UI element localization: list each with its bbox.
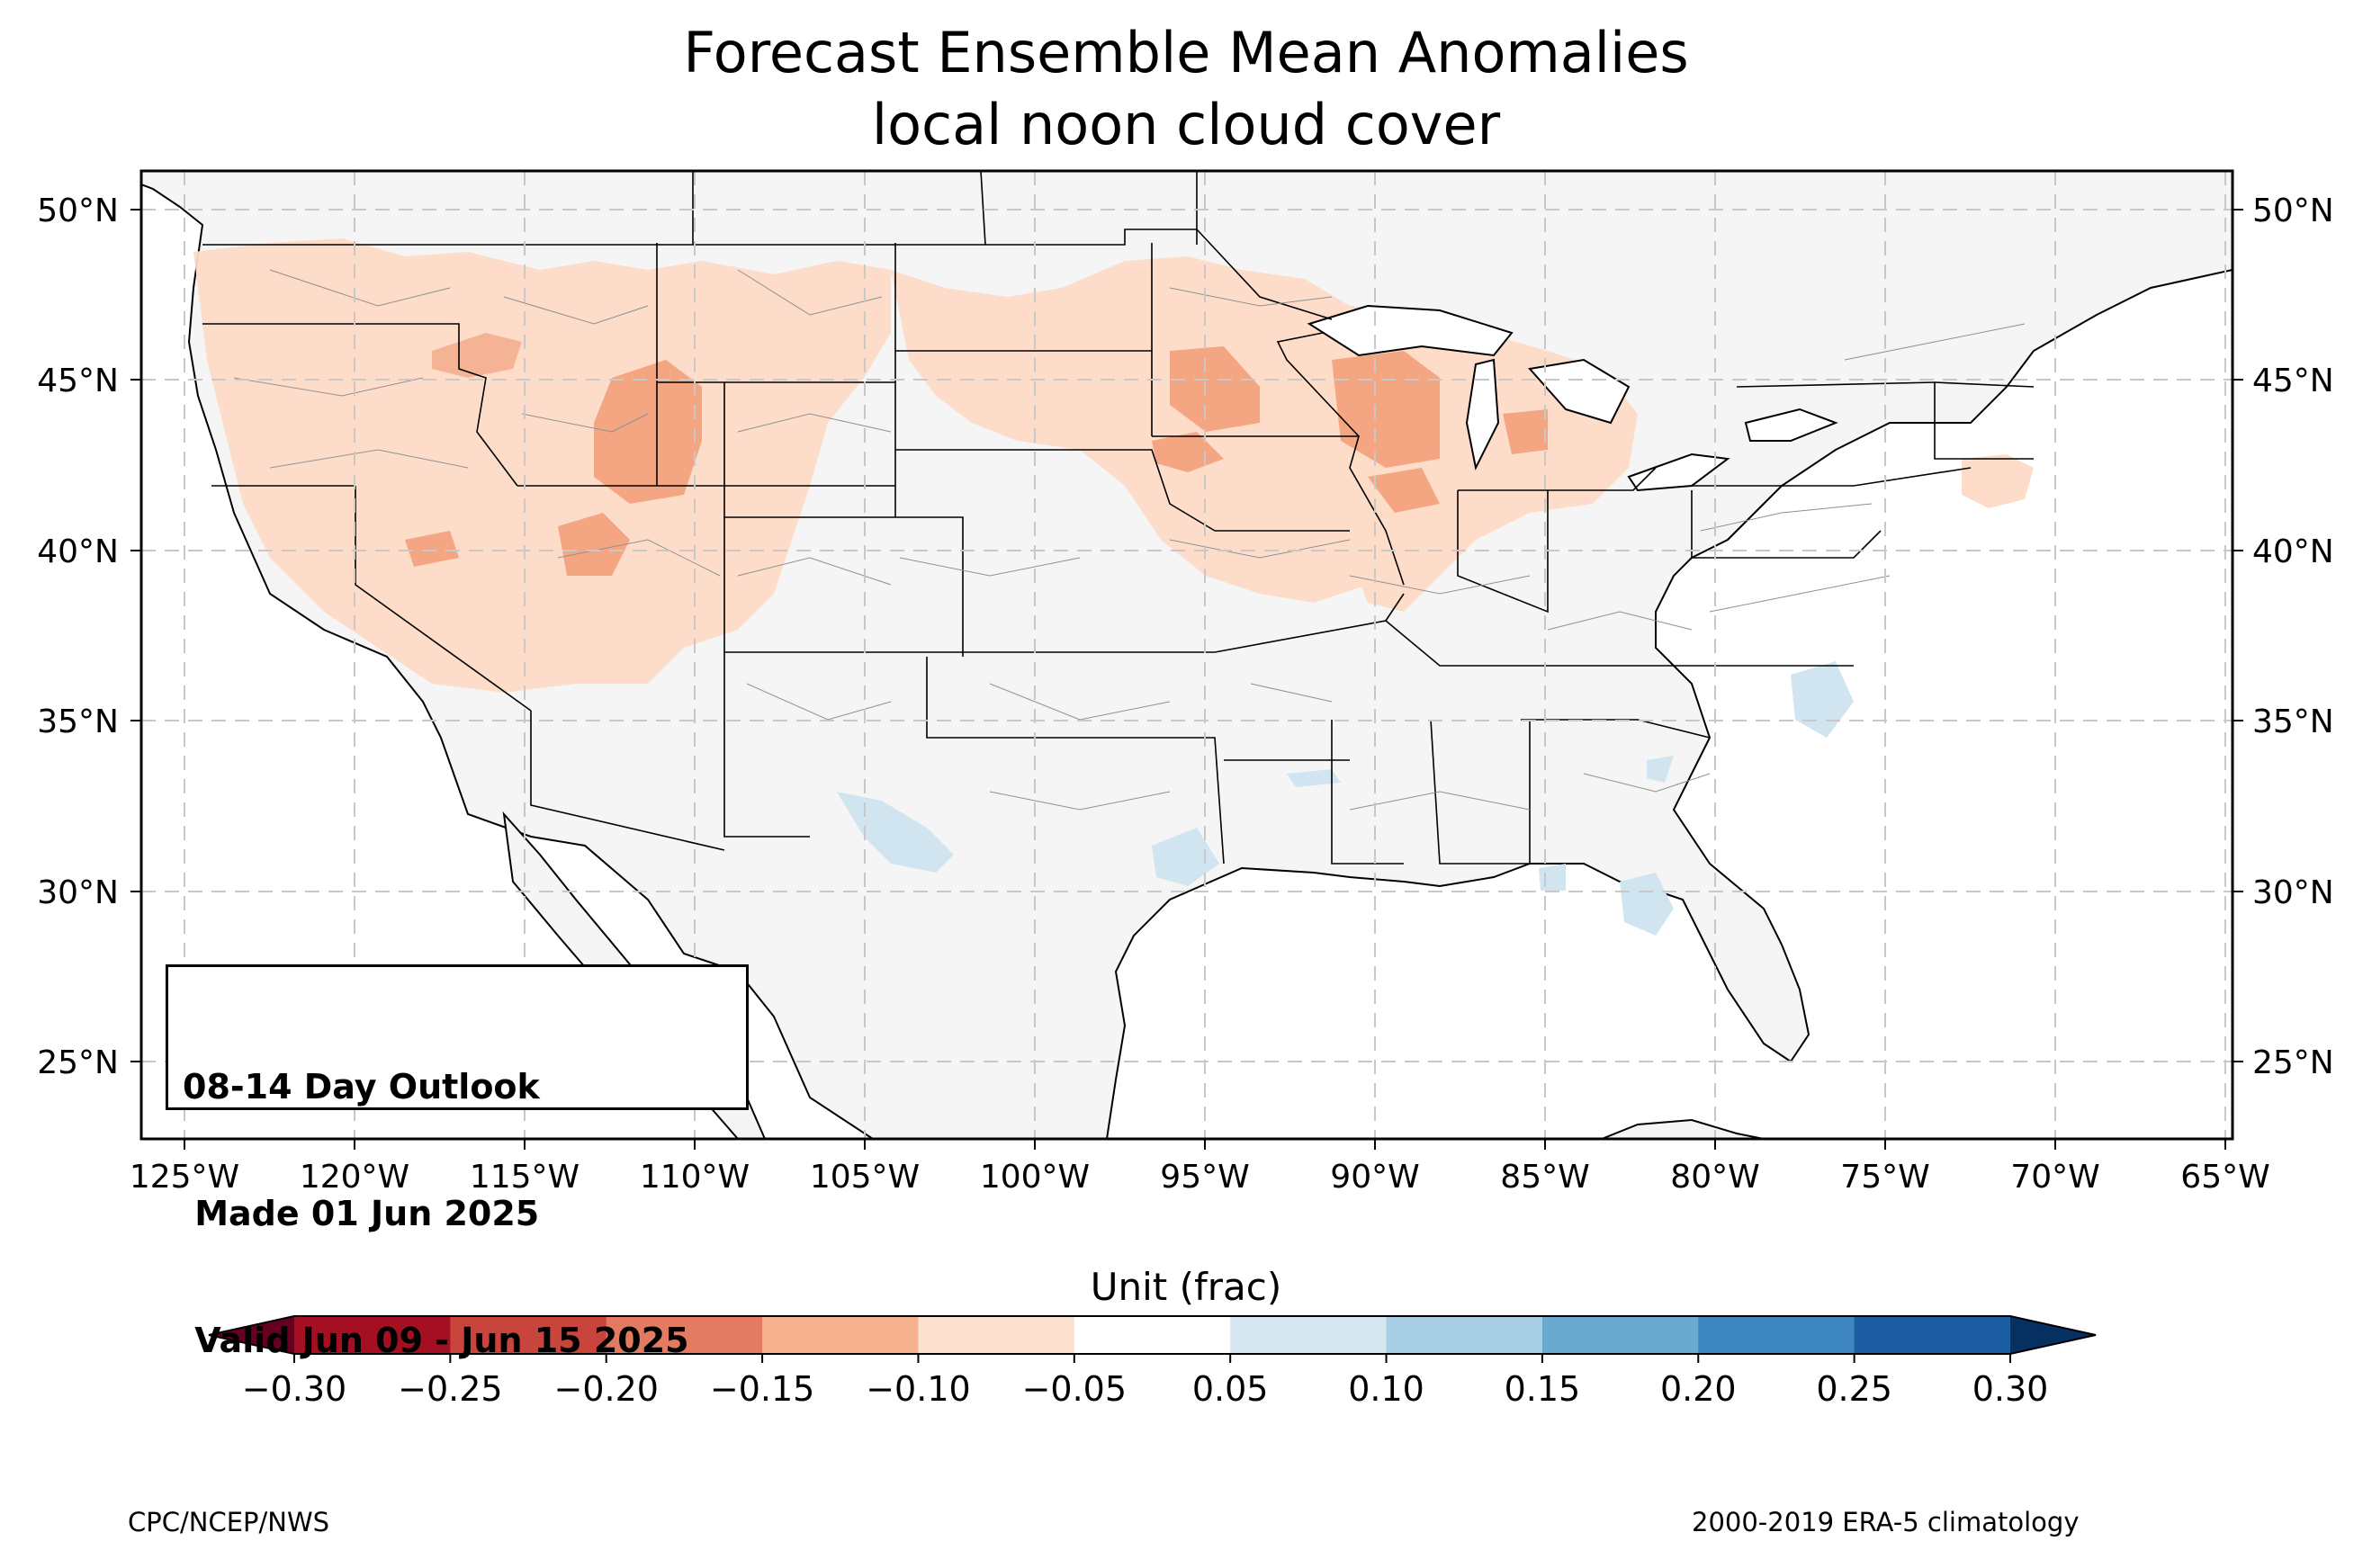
outlook-period: 08-14 Day Outlook (183, 1067, 540, 1107)
anomaly-illinois-dark (1368, 468, 1440, 513)
colorbar-swatch (762, 1316, 919, 1354)
colorbar-swatch (1386, 1316, 1543, 1354)
colorbar-tick-label: 0.05 (1192, 1369, 1269, 1409)
colorbar-swatch (1230, 1316, 1388, 1354)
lat-label: 30°N (2252, 874, 2334, 911)
anomaly-louisiana-blue (1287, 769, 1341, 787)
colorbar-tick-label: 0.10 (1348, 1369, 1424, 1409)
colorbar: −0.30 −0.25 −0.20 −0.15 −0.10 −0.05 0.05 0.10 0.… (208, 1315, 2097, 1409)
anomaly-newengland-light (1962, 454, 2034, 508)
footer-credit: CPC/NCEP/NWS (128, 1507, 330, 1537)
anomaly-idaho-dark (432, 333, 522, 378)
colorbar-tick-label: −0.10 (866, 1369, 970, 1409)
anomaly-wyoming-dark (594, 360, 702, 504)
colorbar-swatch (606, 1316, 763, 1354)
anomaly-nevada-dark (405, 531, 459, 567)
chart-subtitle: local noon cloud cover (871, 92, 1501, 157)
lon-label: 115°W (470, 1159, 580, 1196)
lon-label: 120°W (300, 1159, 409, 1196)
colorbar-tick-label: −0.30 (242, 1369, 346, 1409)
lat-label: 45°N (37, 363, 119, 399)
lat-label: 35°N (37, 703, 119, 740)
lat-labels-left: 50°N 45°N 40°N 35°N 30°N 25°N (37, 193, 119, 1081)
anomaly-minnesota-dark (1170, 346, 1260, 432)
lon-label: 105°W (810, 1159, 920, 1196)
lon-label: 110°W (640, 1159, 750, 1196)
colorbar-over-arrow (2010, 1316, 2096, 1354)
lat-label: 50°N (37, 193, 119, 229)
colorbar-under-arrow (209, 1316, 294, 1354)
valid-range: Valid Jun 09 - Jun 15 2025 (183, 1321, 689, 1360)
anomaly-west-light (193, 238, 891, 693)
anomaly-texas-blue (837, 792, 954, 873)
colorbar-swatch (450, 1316, 607, 1354)
lon-label: 65°W (2180, 1159, 2269, 1196)
colorbar-tick-label: −0.25 (398, 1369, 502, 1409)
anomaly-nc-blue (1791, 661, 1854, 738)
colorbar-tick-label: 0.20 (1660, 1369, 1737, 1409)
anomaly-georgia-blue (1647, 756, 1674, 783)
colorbar-tick-label: −0.20 (554, 1369, 659, 1409)
anomaly-florida2-blue (1539, 864, 1566, 891)
colorbar-tick-label: 0.30 (1972, 1369, 2049, 1409)
lon-label: 75°W (1840, 1159, 1929, 1196)
anomaly-utah-dark (558, 513, 630, 576)
lat-label: 30°N (37, 874, 119, 911)
lon-labels: 125°W 120°W 115°W 110°W 105°W 100°W 95°W… (130, 1159, 2270, 1196)
colorbar-tick-label: 0.15 (1505, 1369, 1581, 1409)
colorbar-swatch (1074, 1316, 1231, 1354)
colorbar-swatch (1541, 1316, 1699, 1354)
map-frame (139, 169, 2234, 1141)
anomaly-texas2-blue (1152, 828, 1219, 886)
lon-label: 70°W (2010, 1159, 2099, 1196)
colorbar-tick-label: −0.15 (710, 1369, 814, 1409)
colorbar-label: Unit (frac) (1090, 1265, 1282, 1309)
lat-label: 40°N (37, 533, 119, 570)
axis-ticks (130, 209, 2243, 1150)
great-lakes (1307, 304, 1838, 492)
lon-label: 80°W (1670, 1159, 1759, 1196)
cuba-land (1601, 1118, 1765, 1139)
lat-label: 45°N (2252, 363, 2334, 399)
colorbar-swatch (918, 1316, 1075, 1354)
footer-climatology: 2000-2019 ERA-5 climatology (1692, 1507, 2080, 1537)
colorbar-swatch (1854, 1316, 2011, 1354)
colorbar-swatch (1698, 1316, 1855, 1354)
lat-label: 25°N (2252, 1044, 2334, 1081)
lon-label: 95°W (1160, 1159, 1249, 1196)
lat-label: 50°N (2252, 193, 2334, 229)
colorbar-tick-label: 0.25 (1816, 1369, 1892, 1409)
lon-label: 85°W (1500, 1159, 1589, 1196)
lat-labels-right: 50°N 45°N 40°N 35°N 30°N 25°N (2252, 193, 2334, 1081)
anomaly-florida-blue (1620, 873, 1674, 936)
lat-label: 40°N (2252, 533, 2334, 570)
colorbar-swatch (294, 1316, 451, 1354)
anomaly-michigan-dark (1503, 409, 1548, 454)
made-date: Made 01 Jun 2025 (183, 1194, 540, 1233)
anomaly-shading (193, 238, 2034, 936)
lon-label: 100°W (980, 1159, 1090, 1196)
outlook-info-box: 08-14 Day Outlook Made 01 Jun 2025 Valid… (166, 964, 749, 1360)
lon-label: 90°W (1330, 1159, 1419, 1196)
lon-label: 125°W (130, 1159, 239, 1196)
chart-title: Forecast Ensemble Mean Anomalies (683, 20, 1689, 85)
lat-label: 35°N (2252, 703, 2334, 740)
lat-label: 25°N (37, 1044, 119, 1081)
colorbar-tick-label: −0.05 (1022, 1369, 1127, 1409)
